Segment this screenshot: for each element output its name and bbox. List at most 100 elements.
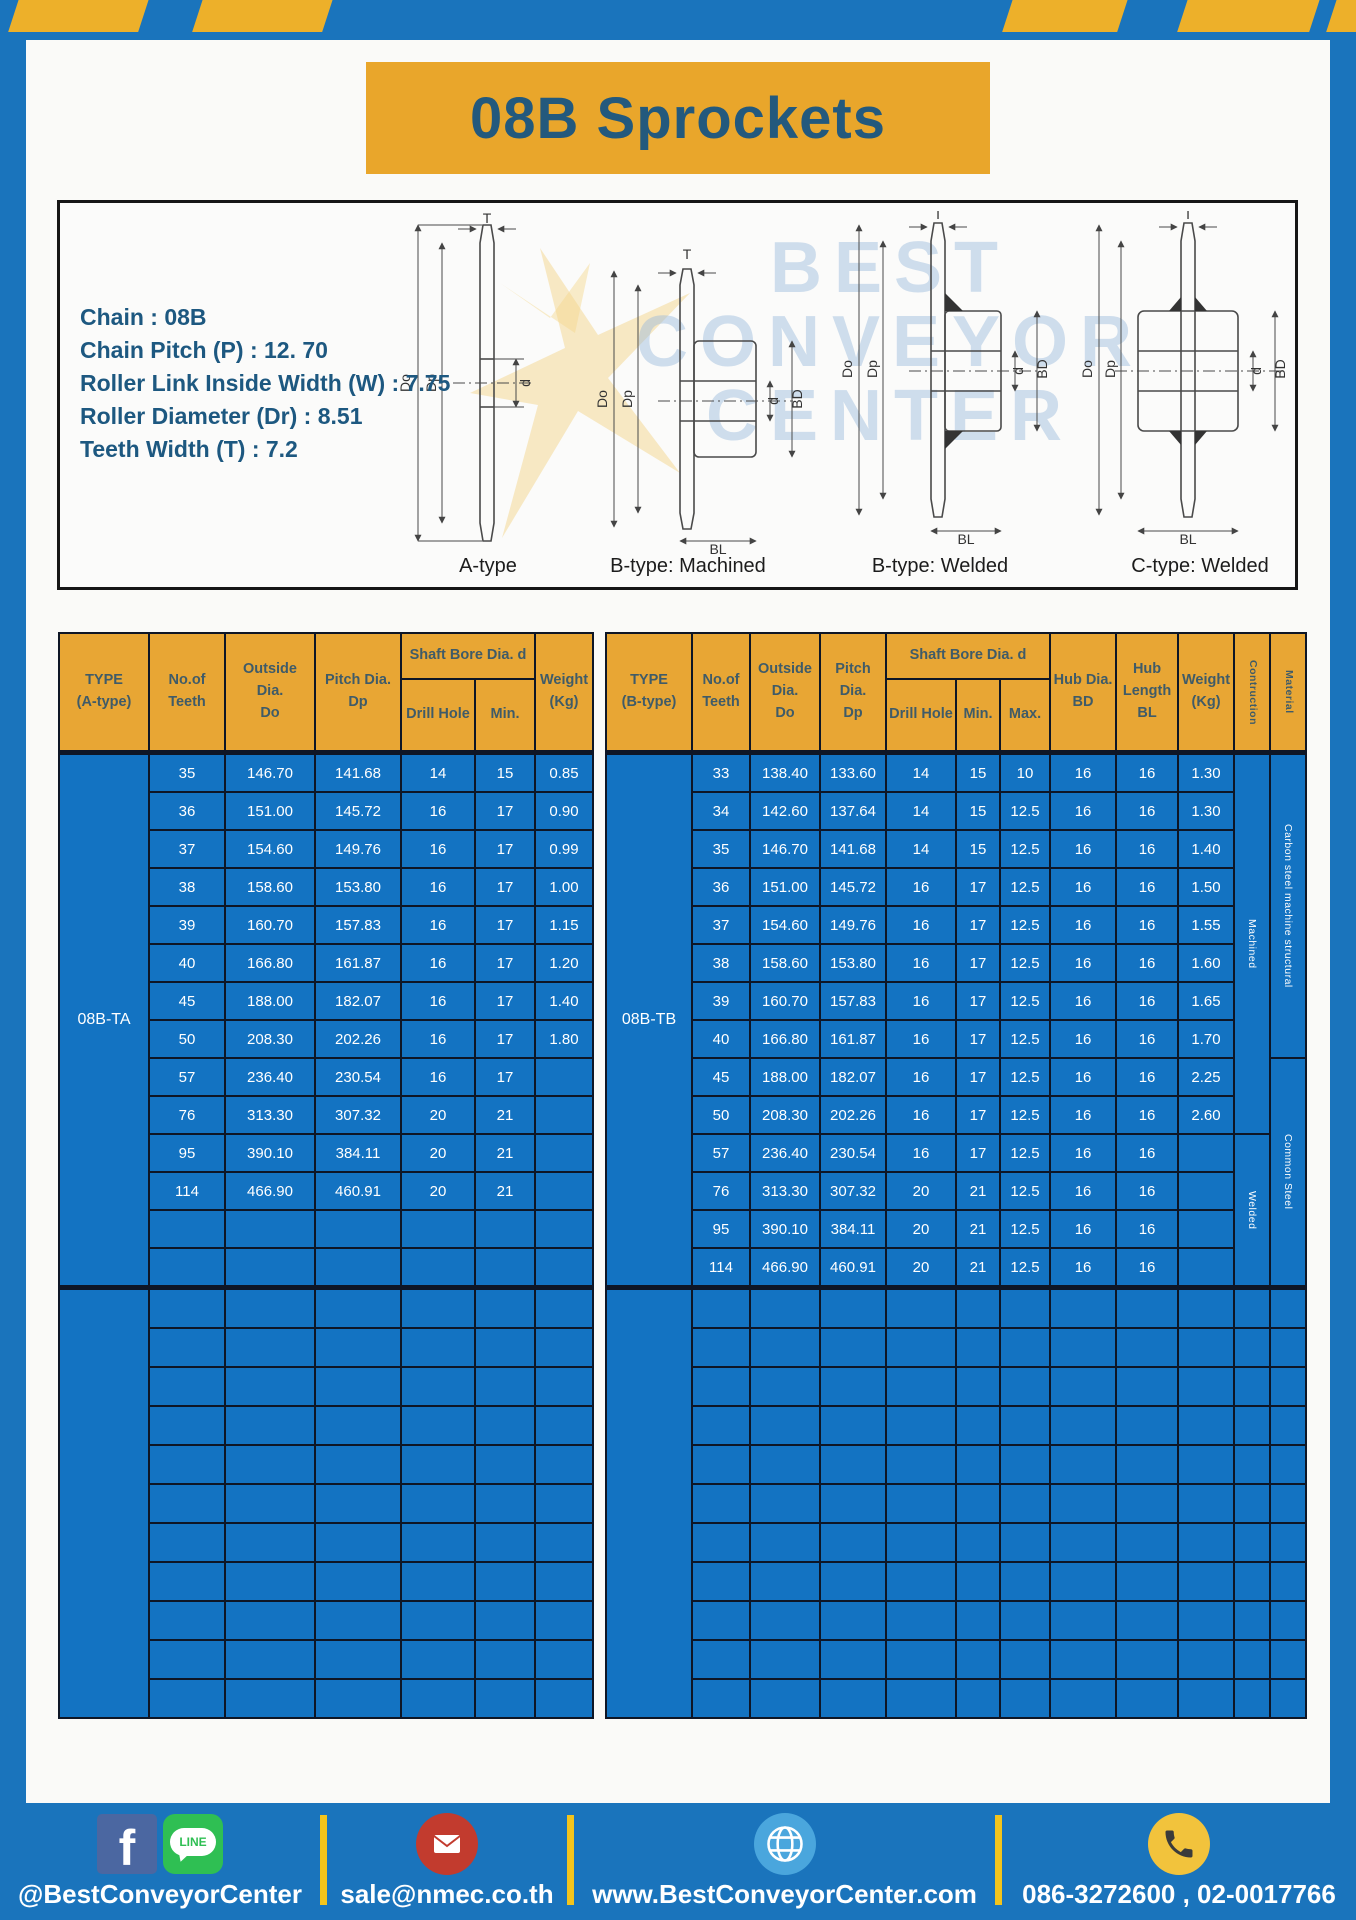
table-cell: 16: [400, 981, 476, 1021]
svg-text:Dp: Dp: [423, 374, 439, 392]
table-cell: 57: [148, 1057, 226, 1097]
table-cell: 133.60: [819, 751, 887, 793]
table-cell: [1049, 1405, 1118, 1446]
table-cell: [1177, 1209, 1236, 1249]
col-weight: Weight (Kg): [534, 632, 595, 754]
table-cell: [955, 1522, 1001, 1563]
table-cell: 208.30: [224, 1019, 316, 1059]
table-cell: [885, 1366, 957, 1407]
table-cell: 38: [691, 943, 751, 983]
table-row: 40 166.80 161.87 16 17 1.20: [59, 943, 595, 983]
table-cell: [1233, 1327, 1272, 1368]
table-cell: 157.83: [819, 981, 887, 1021]
table-cell: 16: [1049, 1171, 1118, 1211]
table-cell: [1177, 1133, 1236, 1173]
spec-line: Chain Pitch (P) : 12. 70: [80, 337, 328, 363]
table-cell: 0.99: [534, 829, 595, 869]
table-cell: [1269, 1561, 1308, 1602]
spec-line: Chain : 08B: [80, 304, 207, 330]
table-cell: 50: [148, 1019, 226, 1059]
table-cell: 160.70: [224, 905, 316, 945]
table-cell: 17: [473, 867, 537, 907]
table-cell: 313.30: [224, 1095, 316, 1135]
table-cell: [955, 1366, 1001, 1407]
table-cell: 12.5: [998, 791, 1052, 831]
col-pitch-dia: Pitch Dia. Dp: [819, 632, 887, 754]
table-row: [606, 1561, 1308, 1602]
footer-phone-group: 086-3272600 , 02-0017766: [1002, 1803, 1356, 1920]
table-cell: 1.70: [1177, 1019, 1236, 1059]
table-row: 40 166.80 161.87 16 17 12.5 16 16 1.70: [606, 1019, 1306, 1059]
table-row: [58, 1285, 595, 1719]
table-cell: [534, 1678, 595, 1719]
table-cell: 12.5: [998, 1019, 1052, 1059]
table-cell: [998, 1483, 1052, 1524]
table-cell: [400, 1561, 476, 1602]
table-cell: [473, 1639, 537, 1680]
table-cell: [998, 1678, 1052, 1719]
table-cell: 12.5: [998, 1171, 1052, 1211]
banner-stripe: [1177, 0, 1321, 32]
table-row: 50 208.30 202.26 16 17 12.5 16 16 2.60: [606, 1095, 1306, 1135]
banner-stripe: [8, 0, 150, 32]
table-cell: [1269, 1600, 1308, 1641]
table-cell: [534, 1405, 595, 1446]
table-cell: [1233, 1678, 1272, 1719]
table-cell: [691, 1285, 751, 1329]
table-cell: 145.72: [314, 791, 402, 831]
table-cell: [1269, 1285, 1308, 1329]
table-cell: [749, 1600, 821, 1641]
table-cell: [1233, 1444, 1272, 1485]
table-b-type: TYPE (B-type) No.of Teeth Outside Dia. D…: [605, 632, 1308, 1719]
col-drill-hole: Drill Hole: [400, 678, 476, 754]
table-cell: 20: [400, 1095, 476, 1135]
type-cell: 08B-TB: [605, 751, 693, 1289]
table-cell: 138.40: [749, 751, 821, 793]
table-cell: 16: [885, 867, 957, 907]
table-cell: [314, 1405, 402, 1446]
table-cell: 466.90: [224, 1171, 316, 1211]
table-cell: 153.80: [819, 943, 887, 983]
diagram-caption: B-type: Machined: [610, 555, 766, 577]
table-cell: 15: [473, 751, 537, 793]
table-cell: 20: [400, 1133, 476, 1173]
table-cell: [998, 1639, 1052, 1680]
svg-text:Do: Do: [594, 390, 610, 408]
sprocket-diagram-b-machined: Do Dp T d BD BL: [594, 246, 805, 555]
table-cell: [1177, 1405, 1236, 1446]
table-cell: 16: [1115, 1133, 1180, 1173]
table-cell: 182.07: [819, 1057, 887, 1097]
table-cell: [885, 1639, 957, 1680]
table-cell: [224, 1483, 316, 1524]
table-row: [59, 1561, 595, 1602]
table-row: [59, 1600, 595, 1641]
table-a-data: 08B-TA 35 146.70 141.68 14 15 0.85 36 151.00 145.…: [58, 751, 595, 1289]
table-cell: 17: [955, 905, 1001, 945]
table-row: 39 160.70 157.83 16 17 1.15: [59, 905, 595, 945]
table-row: 95 390.10 384.11 20 21 12.5 16 16: [606, 1209, 1306, 1249]
col-max: Max.: [998, 678, 1052, 754]
table-cell: 17: [955, 943, 1001, 983]
banner-stripe: [1326, 0, 1356, 32]
table-cell: [1049, 1600, 1118, 1641]
website-url: www.BestConveyorCenter.com: [592, 1879, 977, 1909]
table-cell: 1.40: [1177, 829, 1236, 869]
table-cell: [819, 1678, 887, 1719]
col-shaft-bore: Shaft Bore Dia. d: [884, 632, 1052, 680]
table-row: [59, 1444, 595, 1485]
table-a-type: TYPE (A-type) No.of Teeth Outside Dia. D…: [58, 632, 595, 1719]
table-row: [606, 1600, 1308, 1641]
table-cell: [400, 1483, 476, 1524]
table-cell: [749, 1327, 821, 1368]
table-cell: 95: [691, 1209, 751, 1249]
table-cell: [224, 1600, 316, 1641]
table-cell: 16: [885, 905, 957, 945]
table-cell: [749, 1522, 821, 1563]
table-cell: [1269, 1678, 1308, 1719]
svg-text:d: d: [1248, 367, 1264, 375]
table-cell: [885, 1405, 957, 1446]
table-cell: 15: [955, 791, 1001, 831]
table-cell: [885, 1483, 957, 1524]
table-cell: 230.54: [314, 1057, 402, 1097]
table-cell: 17: [955, 1133, 1001, 1173]
